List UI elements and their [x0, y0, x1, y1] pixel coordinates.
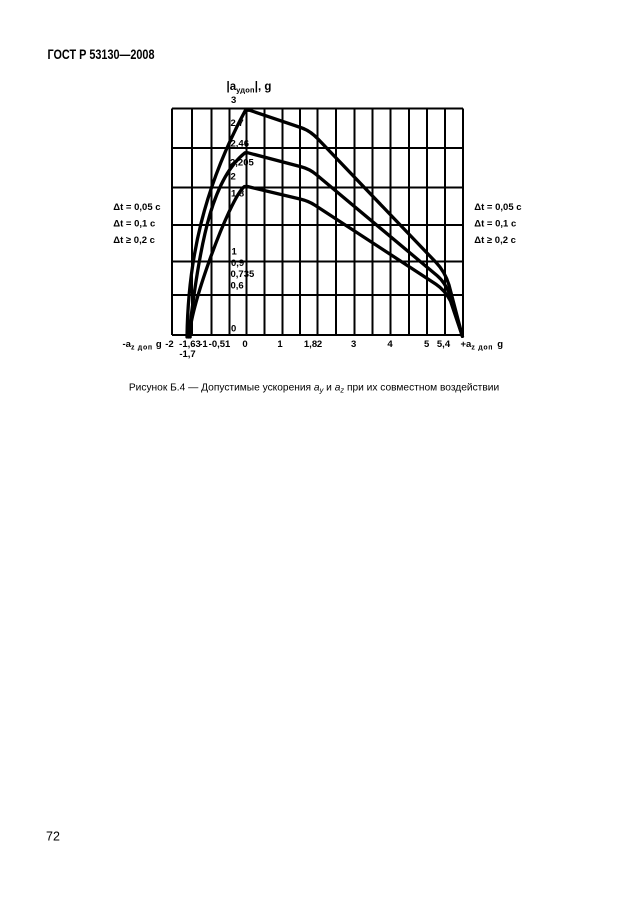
svg-text:1,8: 1,8 — [304, 339, 317, 350]
svg-text:2,7: 2,7 — [231, 118, 244, 129]
svg-text:72: 72 — [46, 830, 60, 844]
svg-text:Рисунок Б.4 — Допустимые ускор: Рисунок Б.4 — Допустимые ускорения ay и … — [129, 383, 499, 395]
svg-text:-1,7: -1,7 — [179, 349, 195, 360]
svg-text:-0,51: -0,51 — [209, 339, 231, 350]
svg-text:0,6: 0,6 — [231, 280, 244, 291]
svg-text:0: 0 — [231, 323, 236, 334]
svg-text:Δt = 0,05 с: Δt = 0,05 с — [113, 202, 160, 213]
svg-text:Δt = 0,1 с: Δt = 0,1 с — [474, 219, 516, 230]
svg-text:5,4: 5,4 — [437, 339, 451, 350]
svg-text:1: 1 — [232, 246, 238, 257]
svg-text:3: 3 — [231, 95, 236, 106]
svg-text:3: 3 — [351, 339, 356, 350]
svg-text:0,735: 0,735 — [231, 269, 255, 280]
svg-text:ГОСТ Р 53130—2008: ГОСТ Р 53130—2008 — [48, 47, 155, 62]
svg-text:Δt ≥ 0,2 с: Δt ≥ 0,2 с — [113, 235, 155, 246]
svg-text:4: 4 — [387, 339, 393, 350]
svg-text:0,9: 0,9 — [231, 258, 244, 269]
svg-text:2: 2 — [317, 339, 322, 350]
svg-text:0: 0 — [242, 339, 247, 350]
svg-text:Δt = 0,1 с: Δt = 0,1 с — [113, 219, 155, 230]
svg-text:1: 1 — [277, 339, 283, 350]
svg-text:2,205: 2,205 — [230, 158, 254, 169]
svg-text:5: 5 — [424, 339, 430, 350]
svg-text:Δt ≥ 0,2 с: Δt ≥ 0,2 с — [474, 235, 516, 246]
svg-text:2,46: 2,46 — [231, 139, 250, 150]
svg-text:-2: -2 — [165, 339, 173, 350]
svg-text:-1: -1 — [199, 339, 208, 350]
svg-text:-1,63: -1,63 — [179, 339, 201, 350]
svg-text:|aудоп|, g: |aудоп|, g — [227, 81, 272, 95]
svg-text:Δt = 0,05 с: Δt = 0,05 с — [474, 202, 521, 213]
svg-text:1,8: 1,8 — [231, 189, 244, 200]
svg-text:2: 2 — [231, 172, 236, 183]
